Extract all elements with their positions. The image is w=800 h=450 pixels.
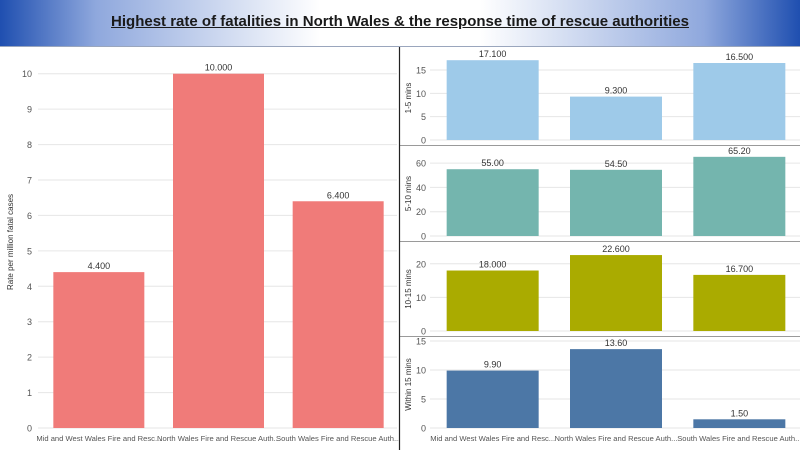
panel-axis-label: 1-5 mins: [404, 83, 413, 114]
bar-value-label: 16.700: [726, 264, 754, 274]
bar-value-label: 13.60: [605, 338, 628, 348]
bar-1-5-mins-2: [570, 96, 662, 140]
x-tick-label: South Wales Fire and Rescue Auth...: [677, 434, 800, 443]
bar-value-label: 9.90: [484, 360, 502, 370]
y-tick-label: 0: [27, 424, 32, 434]
bar-south-wales-fire-and-rescue-auth: [292, 201, 384, 428]
bar-mid-and-west-wales-fire-and-resc: [53, 272, 145, 428]
title-banner: Highest rate of fatalities in North Wale…: [0, 0, 800, 47]
x-tick-label: North Wales Fire and Rescue Auth...: [555, 434, 678, 443]
panel-axis-label: 5-10 mins: [404, 176, 413, 211]
y-tick-label: 3: [27, 317, 32, 327]
y-tick-label: 7: [27, 176, 32, 186]
bar-value-label: 55.00: [481, 158, 504, 168]
bar-value-label: 22.600: [602, 244, 630, 254]
bar-5-10-mins-1: [446, 169, 539, 236]
y-tick-label: 9: [27, 105, 32, 115]
bar-value-label: 65.20: [728, 146, 751, 156]
bar-5-10-mins-3: [693, 156, 786, 236]
y-tick-label: 10: [22, 69, 32, 79]
y-tick-label: 2: [27, 353, 32, 363]
bar-within-15-mins-1: [446, 370, 539, 428]
x-tick-label: North Wales Fire and Rescue Auth...: [157, 434, 280, 443]
bar-1-5-mins-1: [446, 60, 539, 141]
bar-value-label: 17.100: [479, 49, 507, 59]
y-tick-label: 4: [27, 282, 32, 292]
bar-within-15-mins-2: [570, 349, 662, 428]
x-tick-label: Mid and West Wales Fire and Resc...: [36, 434, 161, 443]
bar-value-label: 9.300: [605, 86, 628, 96]
y-tick-label: 6: [27, 211, 32, 221]
bar-5-10-mins-2: [570, 169, 662, 236]
y-tick-label: 20: [416, 207, 426, 217]
y-tick-label: 1: [27, 388, 32, 398]
y-tick-label: 5: [421, 395, 426, 405]
y-tick-label: 5: [421, 112, 426, 122]
y-tick-label: 40: [416, 183, 426, 193]
x-tick-label: Mid and West Wales Fire and Resc...: [430, 434, 555, 443]
panel-axis-label: Within 15 mins: [404, 358, 413, 410]
bar-value-label: 1.50: [731, 408, 749, 418]
bar-value-label: 4.400: [88, 261, 111, 271]
y-axis-label: Rate per million fatal cases: [6, 194, 15, 290]
panel-1-5-mins: 0 5 10 151-5 mins 17.100 9.300 16.500: [400, 49, 800, 146]
y-tick-label: 10: [416, 293, 426, 303]
bar-10-15-mins-2: [570, 255, 662, 331]
y-tick-label: 8: [27, 140, 32, 150]
x-tick-label: South Wales Fire and Rescue Auth...: [276, 434, 400, 443]
bar-10-15-mins-3: [693, 274, 786, 331]
y-tick-label: 20: [416, 259, 426, 269]
panel-axis-label: 10-15 mins: [404, 269, 413, 309]
bar-value-label: 16.500: [726, 52, 754, 62]
y-tick-label: 0: [421, 327, 426, 337]
y-tick-label: 5: [27, 246, 32, 256]
bar-value-label: 6.400: [327, 190, 350, 200]
y-tick-label: 10: [416, 366, 426, 376]
y-tick-label: 15: [416, 337, 426, 347]
bar-1-5-mins-3: [693, 63, 786, 140]
y-tick-label: 0: [421, 136, 426, 146]
fatality-rate-chart: 0 1 2 3 4 5 6 7 8 9 10 Rate per million fatal cases…: [6, 63, 400, 443]
y-tick-label: 15: [416, 66, 426, 76]
charts-area: 0 1 2 3 4 5 6 7 8 9 10 Rate per million fatal cases…: [6, 47, 800, 450]
bar-value-label: 54.50: [605, 159, 628, 169]
bar-north-wales-fire-and-rescue-auth: [173, 73, 264, 428]
y-tick-label: 60: [416, 159, 426, 169]
y-tick-label: 0: [421, 424, 426, 434]
bar-value-label: 10.000: [205, 63, 233, 73]
bar-10-15-mins-1: [446, 270, 539, 331]
y-tick-label: 0: [421, 232, 426, 242]
panel-within-15-mins: 0 5 10 15 Within 15 mins 9.90 13.60 1.50: [404, 337, 800, 434]
bar-within-15-mins-3: [693, 419, 786, 428]
y-tick-label: 10: [416, 89, 426, 99]
dashboard-title: Highest rate of fatalities in North Wale…: [111, 13, 689, 30]
panel-5-10-mins: 0 20 40 605-10 mins 55.00 54.50 65.20: [400, 146, 800, 242]
bar-value-label: 18.000: [479, 260, 507, 270]
